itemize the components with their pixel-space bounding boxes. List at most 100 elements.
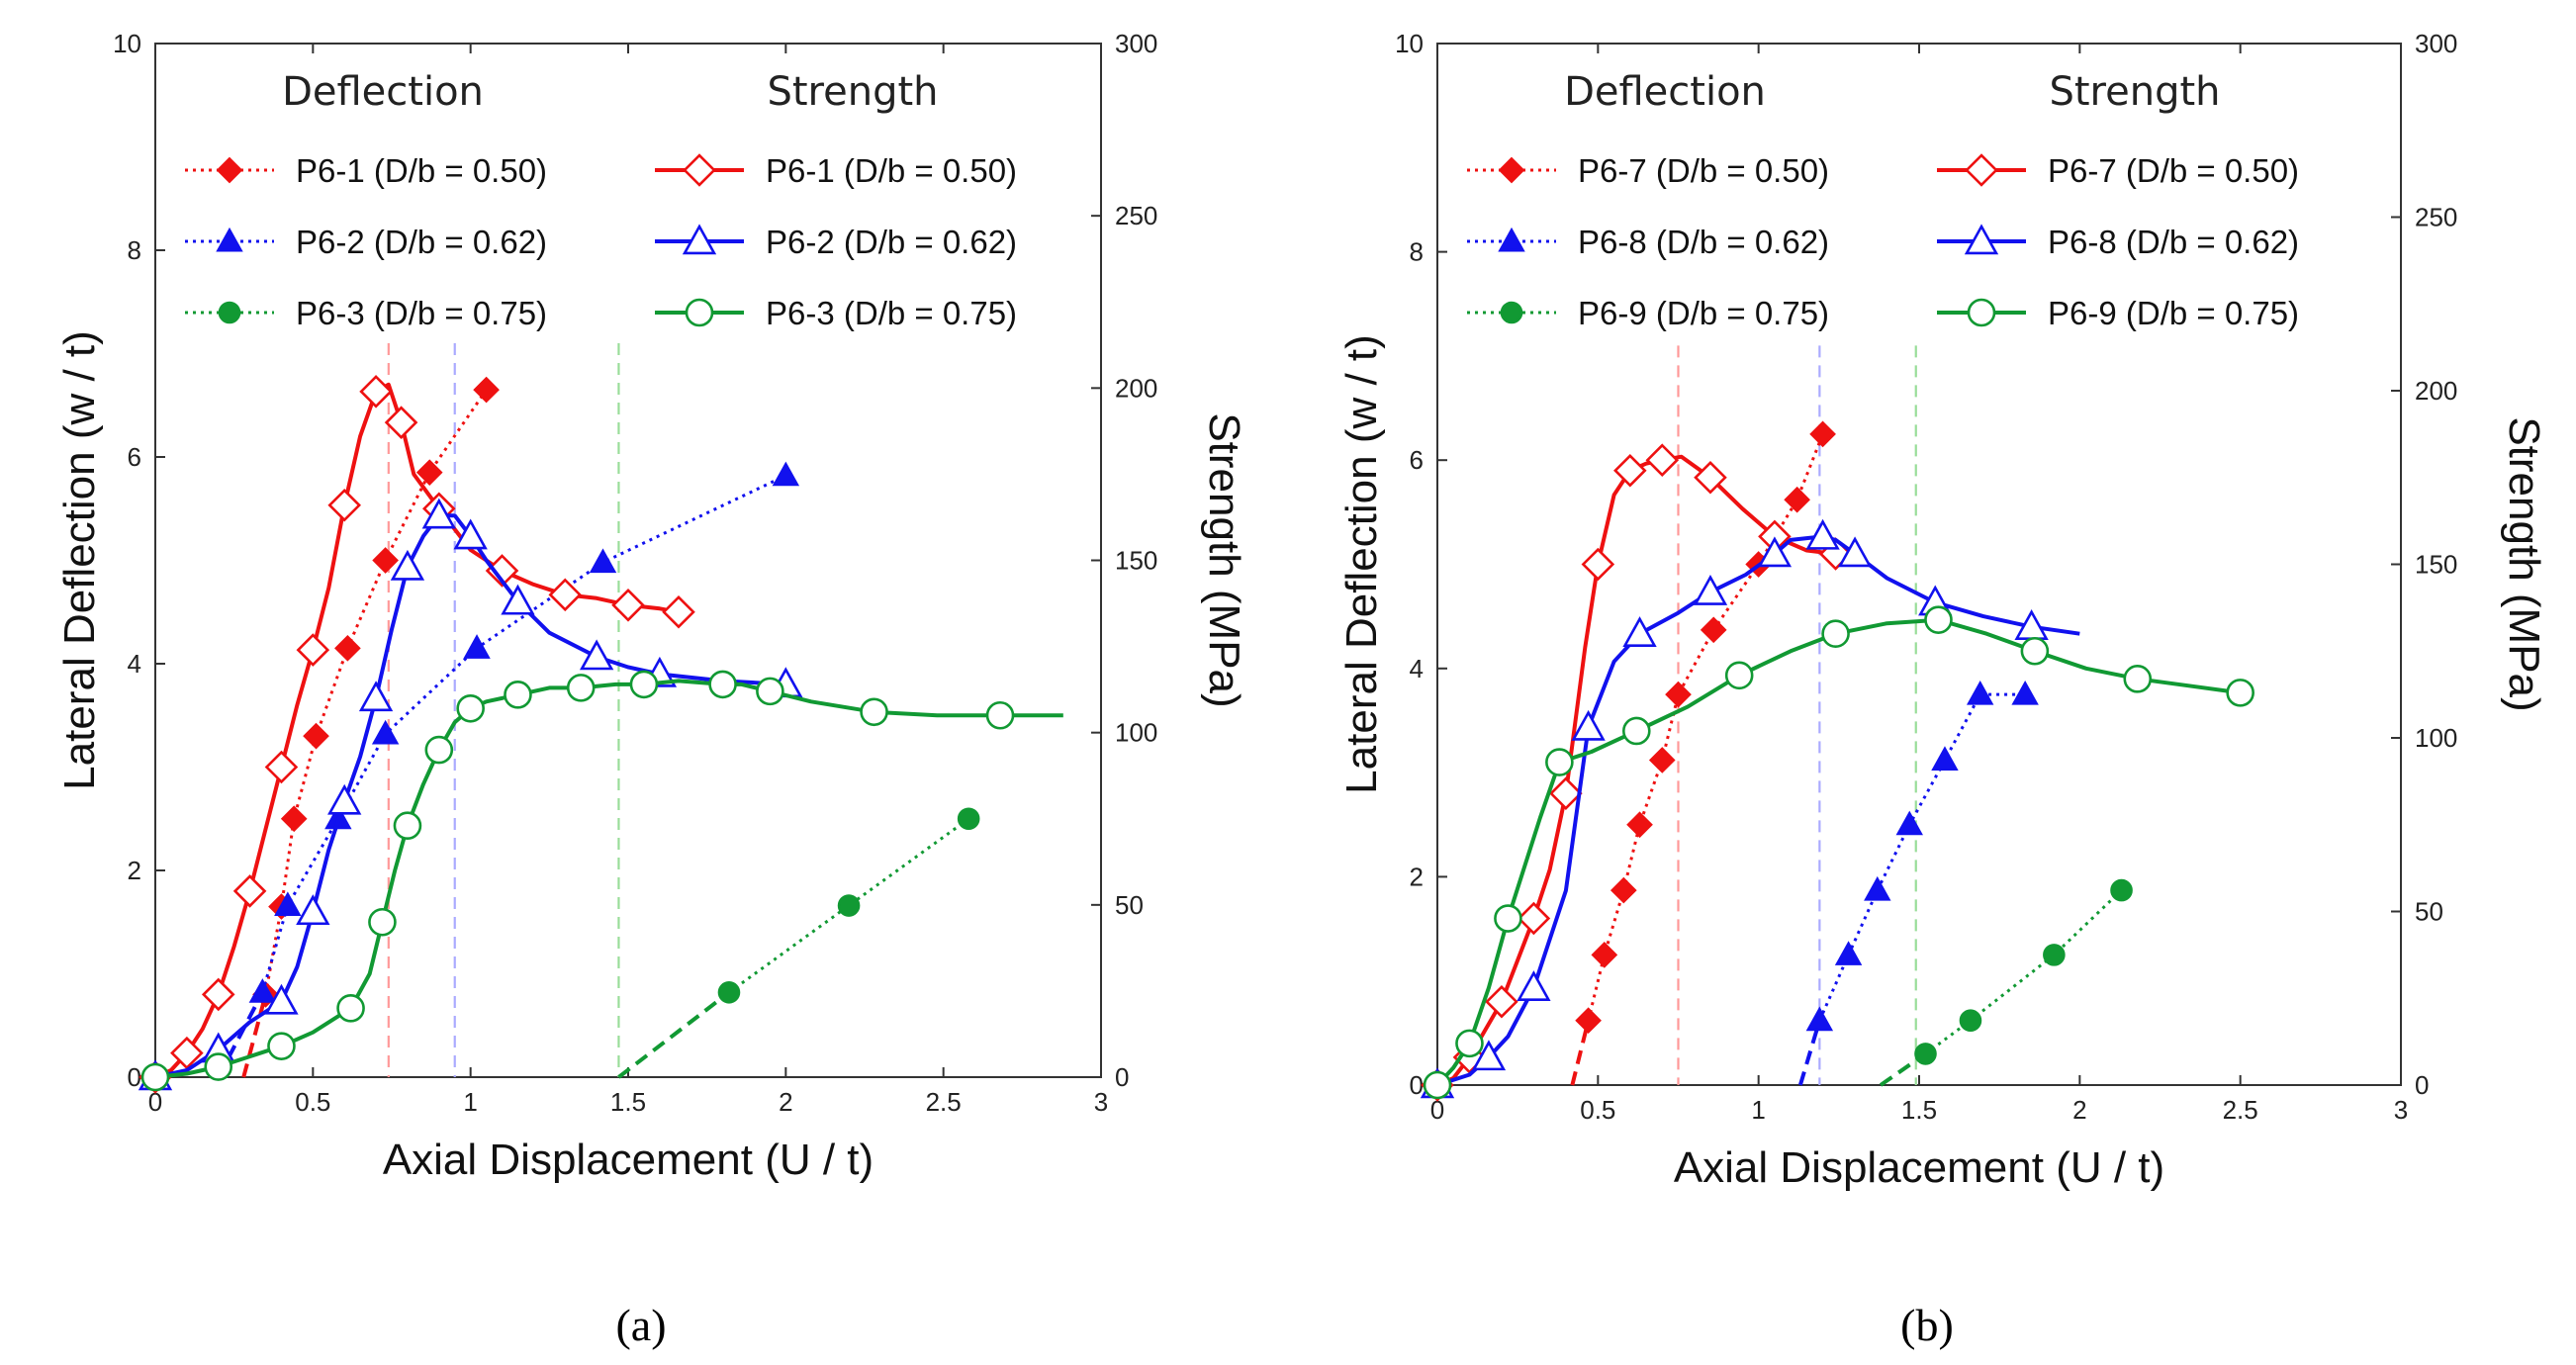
legend-label: P6-7 (D/b = 0.50) — [1578, 152, 1829, 189]
data-point — [756, 677, 784, 706]
data-point — [957, 807, 980, 831]
data-point — [264, 983, 299, 1015]
data-point — [393, 811, 422, 841]
legend-marker — [682, 224, 717, 255]
series-line-lead — [241, 993, 268, 1078]
data-point — [1931, 746, 1959, 771]
legend-heading-strength: Strength — [767, 69, 938, 115]
legend-marker — [1500, 301, 1523, 324]
y-tick-label: 8 — [1410, 237, 1424, 267]
series-line — [1435, 617, 2241, 1087]
series-strength-6 — [1423, 605, 2254, 1100]
series-line — [154, 513, 786, 1079]
data-point — [371, 719, 400, 745]
chart-panel-a: 0 0.5 1 1.5 2 2.5 30246810050100150200250300Ax… — [55, 29, 1248, 1350]
data-point — [1549, 776, 1583, 810]
data-point — [611, 588, 645, 622]
data-point — [372, 547, 399, 574]
y2-tick-label: 200 — [2415, 376, 2457, 406]
data-point — [415, 459, 443, 487]
legend: Deflection Strength P6-7 (D/b = 0.50) P6-8 … — [1467, 69, 2299, 331]
legend-label: P6-1 (D/b = 0.50) — [766, 152, 1017, 189]
data-point — [1693, 574, 1728, 605]
legend-label: P6-7 (D/b = 0.50) — [2048, 152, 2299, 189]
legend-label: P6-9 (D/b = 0.75) — [1578, 295, 1829, 331]
x-tick-label: 0.5 — [295, 1087, 330, 1117]
data-point — [456, 693, 485, 723]
data-point — [2110, 878, 2133, 902]
data-point — [1471, 1040, 1507, 1071]
data-point — [1648, 747, 1676, 774]
data-point — [204, 1052, 233, 1081]
data-point — [1837, 536, 1873, 568]
data-point — [1613, 453, 1647, 488]
data-point — [2020, 636, 2050, 666]
panel-caption: (b) — [1900, 1300, 1954, 1350]
series-deflection-3 — [617, 807, 980, 1079]
y2-tick-label: 100 — [1115, 718, 1157, 748]
data-point — [1805, 518, 1840, 550]
y2-axis-label: Strength (MPa) — [1200, 412, 1248, 707]
series-line — [1818, 692, 2026, 1022]
data-point — [296, 633, 330, 667]
y-tick-label: 8 — [128, 235, 141, 265]
legend-heading-strength: Strength — [2049, 69, 2220, 115]
y-axis-label: Lateral Deflection (w / t) — [55, 330, 104, 790]
y2-tick-label: 100 — [2415, 723, 2457, 753]
data-point — [274, 891, 302, 917]
x-axis-label: Axial Displacement (U / t) — [1674, 1143, 2164, 1192]
legend-marker — [683, 153, 716, 187]
series-deflection-1 — [1570, 420, 1836, 1086]
data-point — [1545, 748, 1574, 776]
data-point — [368, 907, 397, 937]
panel-caption: (a) — [615, 1300, 666, 1350]
data-point — [327, 488, 361, 522]
data-point — [140, 1062, 170, 1092]
y2-tick-label: 300 — [2415, 29, 2457, 58]
series-line — [728, 817, 970, 994]
data-point — [421, 498, 456, 529]
series-deflection-2 — [1797, 680, 2039, 1086]
data-point — [1626, 811, 1653, 839]
legend-label: P6-1 (D/b = 0.50) — [296, 152, 547, 189]
data-point — [2043, 944, 2066, 966]
series-deflection-3 — [1879, 878, 2133, 1087]
data-point — [1517, 970, 1551, 1001]
legend-label: P6-3 (D/b = 0.75) — [766, 295, 1017, 331]
series-line-lead — [216, 991, 265, 1078]
series-line — [260, 474, 786, 993]
x-tick-label: 2.5 — [926, 1087, 962, 1117]
data-point — [232, 874, 267, 908]
legend-marker — [685, 298, 714, 327]
data-point — [1959, 1009, 1982, 1033]
y2-tick-label: 0 — [1115, 1062, 1129, 1092]
data-point — [548, 578, 583, 612]
data-point — [501, 584, 535, 615]
x-tick-label: 1.5 — [610, 1087, 646, 1117]
series-line — [264, 389, 488, 995]
data-point — [1485, 984, 1518, 1019]
y-tick-label: 4 — [1410, 654, 1424, 683]
data-point — [1665, 681, 1692, 708]
data-point — [264, 750, 299, 784]
series-line — [1436, 534, 2080, 1087]
data-point — [1724, 661, 1754, 690]
series-line-lead — [617, 990, 731, 1079]
data-point — [1834, 941, 1863, 965]
data-point — [1924, 605, 1953, 634]
series-line — [154, 382, 680, 1079]
legend-marker — [1498, 156, 1525, 184]
legend-label: P6-2 (D/b = 0.62) — [296, 224, 547, 260]
data-point — [629, 670, 659, 699]
data-point — [1621, 716, 1651, 746]
data-point — [1809, 420, 1836, 448]
legend-marker — [216, 156, 243, 184]
data-point — [579, 639, 614, 671]
data-point — [708, 670, 737, 699]
legend-label: P6-2 (D/b = 0.62) — [766, 224, 1017, 260]
series-line-lead — [1570, 1020, 1591, 1086]
data-point — [662, 594, 695, 629]
legend-label: P6-8 (D/b = 0.62) — [1578, 224, 1829, 260]
data-point — [1895, 810, 1923, 836]
data-point — [201, 977, 235, 1012]
